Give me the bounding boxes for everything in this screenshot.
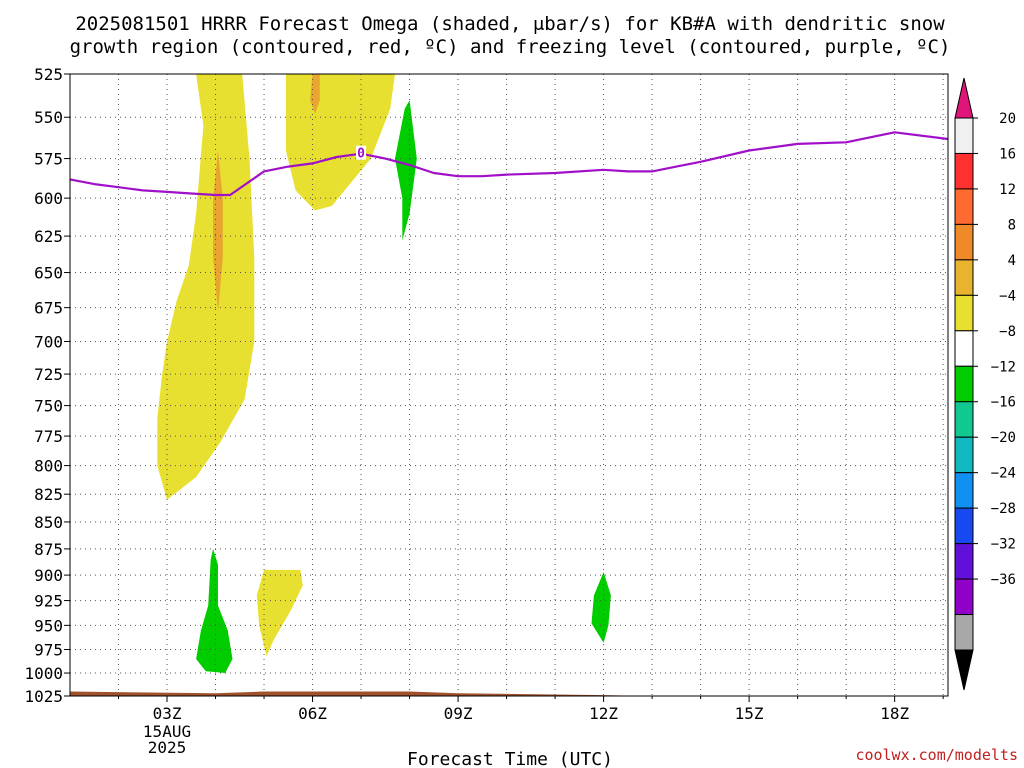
colorbar-swatch-7 bbox=[954, 365, 974, 403]
x-tick-label-12Z: 12Z bbox=[589, 704, 618, 723]
colorbar-swatch-3 bbox=[954, 223, 974, 261]
y-tick-label-750: 750 bbox=[34, 397, 63, 416]
colorbar-swatch-13 bbox=[954, 578, 974, 616]
colorbar: 20 16 12 8 4 −4 −8 −12 −16 −20 −24 −28 −32 −36 bbox=[954, 77, 1016, 691]
colorbar-label-10: −24 bbox=[991, 466, 1016, 482]
colorbar-swatch-8 bbox=[954, 401, 974, 438]
omega-region-sinking-low-left bbox=[196, 548, 233, 673]
terrain-polygon bbox=[70, 691, 948, 696]
y-tick-label-1000: 1000 bbox=[24, 664, 63, 683]
y-axis: 525 550 575 600 625 650 675 700 725 750 775 800 825 8… bbox=[24, 65, 70, 706]
colorbar-swatch-2 bbox=[954, 188, 974, 225]
colorbar-swatch-11 bbox=[954, 507, 974, 545]
omega-region-sinking-mid bbox=[395, 100, 417, 241]
y-tick-label-975: 975 bbox=[34, 641, 63, 660]
colorbar-swatch-9 bbox=[954, 436, 974, 474]
omega-region-rising-upper-core bbox=[310, 74, 320, 114]
y-tick-label-875: 875 bbox=[34, 540, 63, 559]
colorbar-label-9: −20 bbox=[991, 430, 1016, 446]
freezing-level-label: 0 bbox=[357, 147, 365, 162]
y-tick-label-675: 675 bbox=[34, 299, 63, 318]
colorbar-swatch-6 bbox=[954, 330, 974, 367]
y-tick-label-725: 725 bbox=[34, 365, 63, 384]
colorbar-top-arrow bbox=[954, 77, 974, 119]
y-tick-label-550: 550 bbox=[34, 108, 63, 127]
colorbar-swatch-4 bbox=[954, 259, 974, 296]
chart-title-line-2: growth region (contoured, red, ºC) and f… bbox=[70, 36, 951, 58]
x-tick-label-03Z: 03Z bbox=[153, 704, 182, 723]
y-tick-label-1025: 1025 bbox=[24, 687, 63, 706]
x-tick-label-09Z: 09Z bbox=[444, 704, 473, 723]
y-tick-label-700: 700 bbox=[34, 332, 63, 351]
y-tick-label-650: 650 bbox=[34, 264, 63, 283]
omega-region-rising-lower-core bbox=[213, 150, 223, 312]
colorbar-swatch-5 bbox=[954, 294, 974, 332]
y-tick-label-600: 600 bbox=[34, 189, 63, 208]
colorbar-label-0: 20 bbox=[999, 111, 1016, 127]
plot-area: 0 bbox=[69, 73, 949, 697]
x-tick-label-15Z: 15Z bbox=[735, 704, 764, 723]
colorbar-swatch-12 bbox=[954, 543, 974, 580]
colorbar-label-2: 12 bbox=[999, 182, 1016, 198]
x-axis-label: Forecast Time (UTC) bbox=[407, 749, 613, 768]
colorbar-label-6: −8 bbox=[999, 324, 1016, 340]
freezing-level-line bbox=[69, 131, 949, 197]
chart-title-line-1: 2025081501 HRRR Forecast Omega (shaded, … bbox=[75, 13, 945, 35]
colorbar-label-11: −28 bbox=[991, 501, 1016, 517]
y-tick-label-825: 825 bbox=[34, 485, 63, 504]
colorbar-bottom-arrow bbox=[954, 649, 974, 691]
omega-region-rising-lower bbox=[157, 74, 255, 500]
y-tick-label-925: 925 bbox=[34, 592, 63, 611]
y-tick-label-525: 525 bbox=[34, 65, 63, 84]
colorbar-label-7: −12 bbox=[991, 359, 1016, 375]
x-tick-label-06Z: 06Z bbox=[298, 704, 327, 723]
colorbar-label-1: 16 bbox=[999, 146, 1016, 162]
y-tick-label-775: 775 bbox=[34, 427, 63, 446]
y-tick-label-575: 575 bbox=[34, 150, 63, 169]
x-tick-sublabel-15AUG: 15AUG bbox=[143, 722, 191, 741]
colorbar-label-4: 4 bbox=[1008, 253, 1016, 269]
colorbar-swatch-1 bbox=[954, 152, 974, 190]
freezing-level-contour: 0 bbox=[69, 131, 949, 197]
colorbar-label-8: −16 bbox=[991, 395, 1016, 411]
credit-link[interactable]: coolwx.com/modelts bbox=[855, 746, 1018, 764]
omega-shading bbox=[157, 74, 611, 673]
grid-lines bbox=[70, 73, 948, 697]
omega-region-sinking-low-right bbox=[591, 572, 611, 643]
y-tick-label-625: 625 bbox=[34, 227, 63, 246]
omega-region-rising-low-level bbox=[256, 569, 303, 657]
colorbar-swatch-0 bbox=[954, 117, 974, 154]
colorbar-swatch-10 bbox=[954, 472, 974, 509]
colorbar-label-3: 8 bbox=[1008, 217, 1016, 233]
x-tick-label-18Z: 18Z bbox=[880, 704, 909, 723]
x-tick-sublabel-2025: 2025 bbox=[148, 738, 187, 757]
y-tick-label-800: 800 bbox=[34, 457, 63, 476]
y-tick-label-900: 900 bbox=[34, 566, 63, 585]
y-tick-label-850: 850 bbox=[34, 513, 63, 532]
freezing-level-label-bg bbox=[356, 145, 367, 160]
terrain-fill bbox=[70, 691, 948, 696]
colorbar-label-12: −32 bbox=[991, 537, 1016, 553]
colorbar-swatch-14 bbox=[954, 614, 974, 651]
plot-frame bbox=[69, 73, 949, 697]
colorbar-label-13: −36 bbox=[991, 572, 1016, 588]
colorbar-label-5: −4 bbox=[999, 288, 1016, 304]
y-tick-label-950: 950 bbox=[34, 616, 63, 635]
